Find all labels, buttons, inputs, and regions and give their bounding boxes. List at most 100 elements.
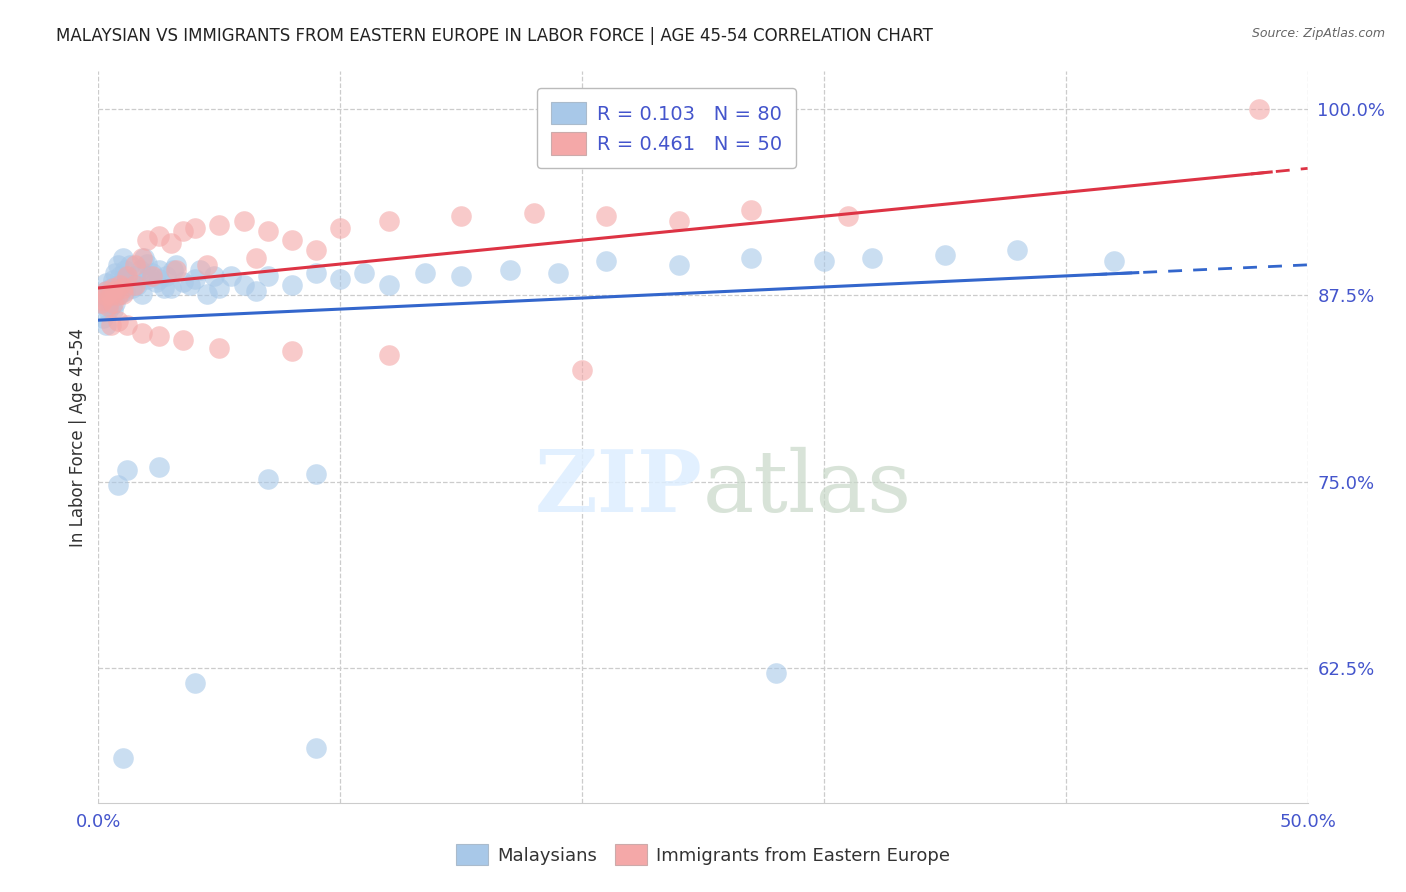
Point (108, 286, 131, 301)
Point (94, 318, 117, 332)
Point (91, 293, 114, 307)
Point (100, 299, 122, 313)
Point (523, 206, 546, 220)
Point (595, 254, 617, 268)
Point (91, 288, 114, 302)
Point (305, 740, 328, 755)
Point (329, 221, 352, 235)
Point (118, 259, 141, 273)
Point (107, 313, 129, 327)
Point (97, 299, 120, 313)
Point (195, 259, 218, 273)
Point (128, 263, 150, 277)
Point (595, 209, 617, 223)
Point (101, 303, 124, 318)
Point (305, 266, 328, 280)
Text: Source: ZipAtlas.com: Source: ZipAtlas.com (1251, 27, 1385, 40)
Point (208, 218, 231, 232)
Point (101, 295, 124, 310)
Point (90, 295, 112, 310)
Point (305, 467, 328, 482)
Point (188, 263, 211, 277)
Point (765, 665, 787, 680)
Point (117, 272, 139, 286)
Point (172, 275, 194, 289)
Point (184, 272, 207, 286)
Point (97, 288, 120, 302)
Point (111, 251, 134, 265)
Point (413, 266, 436, 280)
Point (124, 259, 146, 273)
Point (245, 284, 267, 298)
Point (256, 472, 278, 486)
Point (179, 277, 201, 292)
Point (117, 268, 139, 283)
Point (204, 268, 226, 283)
Point (571, 363, 593, 377)
Point (162, 263, 184, 277)
Text: atlas: atlas (703, 447, 912, 530)
Point (208, 281, 231, 295)
Point (117, 463, 139, 477)
Point (450, 268, 472, 283)
Point (107, 478, 129, 492)
Point (813, 254, 835, 268)
Point (377, 213, 399, 227)
Point (172, 224, 194, 238)
Point (100, 281, 122, 295)
Point (305, 244, 328, 258)
Point (160, 281, 183, 295)
Point (101, 281, 124, 295)
Point (134, 251, 156, 265)
Point (131, 326, 153, 340)
Legend: R = 0.103   N = 80, R = 0.461   N = 50: R = 0.103 N = 80, R = 0.461 N = 50 (537, 88, 796, 169)
Point (107, 288, 129, 302)
Point (281, 343, 304, 358)
Point (256, 224, 278, 238)
Point (148, 272, 170, 286)
Point (101, 273, 124, 287)
Point (329, 272, 352, 286)
Text: MALAYSIAN VS IMMIGRANTS FROM EASTERN EUROPE IN LABOR FORCE | AGE 45-54 CORRELATI: MALAYSIAN VS IMMIGRANTS FROM EASTERN EUR… (56, 27, 934, 45)
Point (94, 288, 117, 302)
Point (184, 676, 207, 690)
Point (172, 333, 194, 347)
Point (165, 263, 187, 277)
Point (127, 277, 149, 292)
Point (108, 277, 131, 292)
Point (104, 284, 127, 298)
Point (256, 268, 278, 283)
Point (111, 273, 134, 287)
Point (740, 203, 762, 218)
Point (104, 266, 127, 280)
Point (160, 235, 183, 250)
Point (377, 277, 399, 292)
Point (100, 318, 122, 332)
Point (148, 328, 170, 343)
Point (124, 268, 146, 283)
Point (135, 257, 157, 271)
Legend: Malaysians, Immigrants from Eastern Europe: Malaysians, Immigrants from Eastern Euro… (447, 835, 959, 874)
Point (101, 288, 124, 302)
Point (155, 268, 177, 283)
Point (740, 251, 762, 265)
Point (94, 284, 117, 298)
Point (184, 221, 207, 235)
Point (148, 228, 170, 243)
Point (281, 233, 304, 247)
Point (450, 209, 472, 223)
Point (232, 213, 254, 227)
Point (97, 303, 120, 318)
Point (97, 295, 120, 310)
Point (138, 268, 160, 283)
Point (547, 266, 569, 280)
Point (837, 209, 859, 223)
Point (131, 251, 153, 265)
Point (135, 233, 157, 247)
Point (860, 251, 883, 265)
Point (148, 459, 170, 474)
Point (498, 263, 520, 277)
Point (245, 251, 267, 265)
Point (208, 341, 231, 355)
Point (107, 259, 129, 273)
